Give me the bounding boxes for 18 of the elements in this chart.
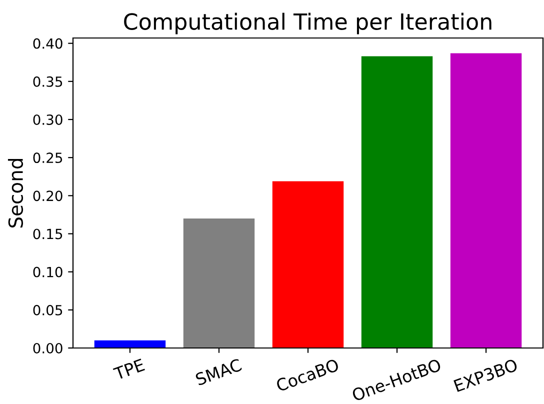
y-tick-label: 0.10 (33, 266, 62, 278)
bar (450, 53, 522, 348)
y-tick-label: 0.05 (33, 304, 62, 316)
y-tick-label: 0.00 (33, 342, 62, 354)
x-tick-label: SMAC (194, 358, 242, 386)
chart-title: Computational Time per Iteration (124, 12, 492, 34)
y-tick-label: 0.40 (33, 38, 62, 49)
bar (94, 340, 166, 348)
y-tick-label: 0.25 (33, 152, 62, 164)
x-tick-label: TPE (112, 358, 145, 380)
y-tick-label: 0.30 (33, 114, 62, 125)
y-tick-label: 0.15 (33, 228, 62, 240)
bar (272, 181, 344, 348)
y-axis-title: Second (8, 158, 24, 228)
bar (361, 56, 433, 348)
y-tick-label: 0.35 (33, 76, 62, 87)
bar (183, 218, 255, 348)
y-tick-label: 0.20 (33, 190, 62, 202)
